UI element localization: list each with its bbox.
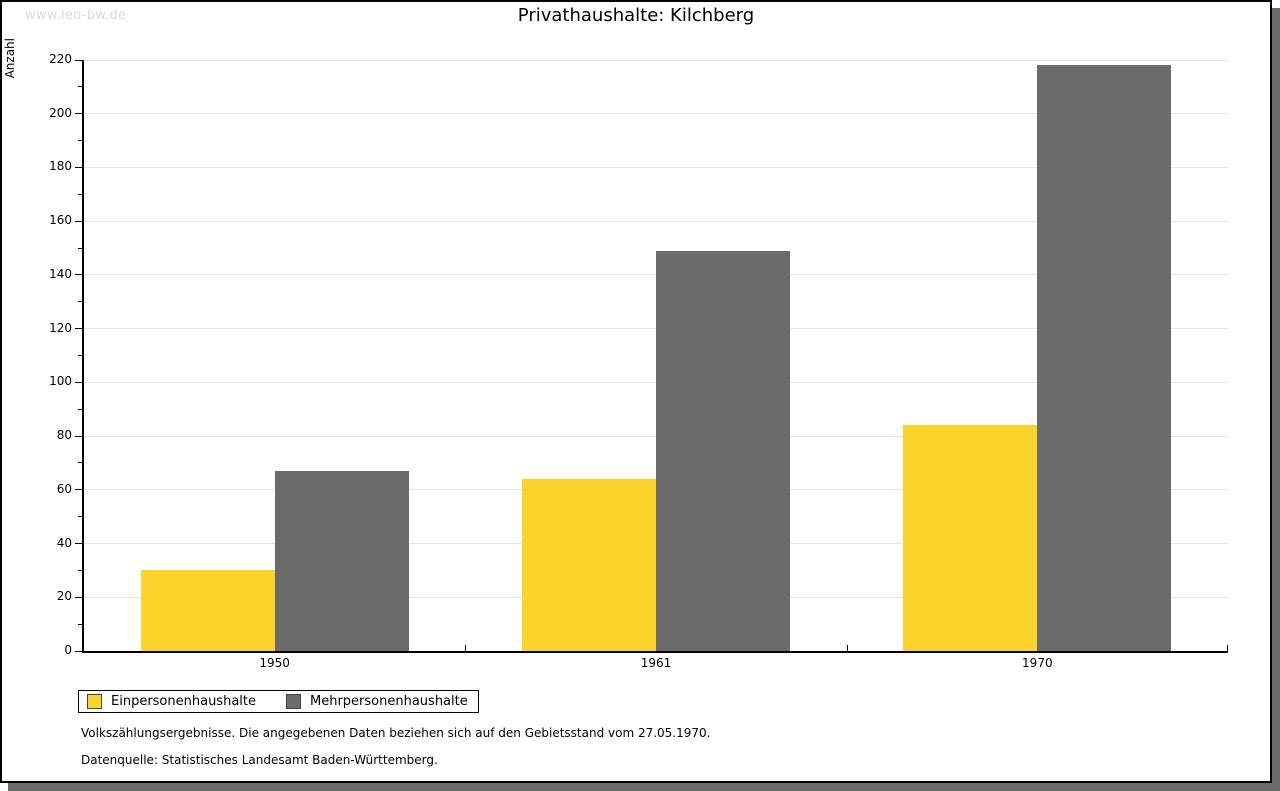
x-tick-3 xyxy=(1227,645,1228,651)
y-tick-label-20: 20 xyxy=(56,589,72,604)
y-tick-120 xyxy=(75,328,82,330)
y-tick-label-0: 0 xyxy=(64,643,72,657)
y-minor-tick-30 xyxy=(78,569,82,571)
legend-label: Mehrpersonenhaushalte xyxy=(310,694,468,709)
y-tick-200 xyxy=(75,113,82,115)
y-minor-tick-110 xyxy=(78,355,82,356)
legend-swatch-einpersonenhaushalte xyxy=(87,694,102,709)
legend-item-einpersonenhaushalte: Einpersonenhaushalte xyxy=(87,694,256,709)
y-tick-100 xyxy=(75,381,82,383)
y-tick-20 xyxy=(75,596,82,598)
x-tick-2 xyxy=(846,645,848,651)
y-tick-0 xyxy=(75,650,82,652)
legend: Einpersonenhaushalte Mehrpersonenhaushalt… xyxy=(78,690,479,713)
footnote-datenquelle: Datenquelle: Statistisches Landesamt Bad… xyxy=(81,753,438,767)
y-minor-tick-90 xyxy=(78,408,82,410)
footnote-gebietsstand: Volkszählungsergebnisse. Die angegebenen… xyxy=(81,726,711,740)
y-axis-label: Anzahl xyxy=(3,38,17,79)
legend-label: Einpersonenhaushalte xyxy=(111,694,256,709)
y-tick-label-220: 220 xyxy=(49,52,72,66)
gridline-200 xyxy=(84,113,1228,115)
x-tick-label-1961: 1961 xyxy=(640,656,672,670)
gridline-160 xyxy=(84,220,1228,222)
chart-title: Privathaushalte: Kilchberg xyxy=(517,5,755,26)
watermark: www.leo-bw.de xyxy=(25,8,127,23)
y-tick-label-40: 40 xyxy=(56,535,72,550)
y-tick-label-80: 80 xyxy=(56,428,72,443)
bar-1970-einpersonenhaushalte xyxy=(903,425,1038,651)
y-minor-tick-150 xyxy=(78,247,82,249)
legend-item-mehrpersonenhaushalte: Mehrpersonenhaushalte xyxy=(286,694,468,709)
x-tick-1 xyxy=(465,645,467,651)
bar-1970-mehrpersonenhaushalte xyxy=(1037,65,1172,651)
y-minor-tick-190 xyxy=(78,140,82,142)
y-axis-line xyxy=(82,60,84,653)
y-minor-tick-70 xyxy=(78,462,82,464)
legend-swatch-mehrpersonenhaushalte xyxy=(286,694,301,709)
x-tick-label-1950: 1950 xyxy=(259,656,290,670)
y-tick-label-100: 100 xyxy=(49,374,72,389)
y-minor-tick-130 xyxy=(78,301,82,303)
y-tick-140 xyxy=(75,274,82,276)
gridline-180 xyxy=(84,166,1228,168)
bar-1950-einpersonenhaushalte xyxy=(140,570,275,651)
y-tick-220 xyxy=(75,59,82,61)
y-tick-label-160: 160 xyxy=(49,213,72,228)
gridline-220 xyxy=(84,59,1228,61)
x-tick-label-1970: 1970 xyxy=(1022,656,1053,670)
bar-1961-mehrpersonenhaushalte xyxy=(656,250,790,651)
y-minor-tick-210 xyxy=(78,86,82,88)
y-tick-40 xyxy=(75,543,82,545)
y-tick-160 xyxy=(75,220,82,222)
y-tick-label-180: 180 xyxy=(49,159,72,174)
footer: Volkszählungsergebnisse. Die angegebenen… xyxy=(81,726,710,780)
y-tick-label-140: 140 xyxy=(49,266,72,281)
y-tick-60 xyxy=(75,489,82,491)
y-tick-180 xyxy=(75,166,82,168)
y-tick-80 xyxy=(75,435,82,437)
bar-1961-einpersonenhaushalte xyxy=(522,479,656,651)
x-axis-line xyxy=(82,651,1228,653)
y-tick-label-120: 120 xyxy=(49,320,72,335)
y-minor-tick-50 xyxy=(78,516,82,518)
y-tick-label-60: 60 xyxy=(56,481,72,496)
y-minor-tick-10 xyxy=(78,623,82,625)
y-tick-label-200: 200 xyxy=(49,105,72,120)
plot-area: 0 20 40 60 80 100 120 140 160 180 200 220 1950 1961 19… xyxy=(49,52,1228,670)
y-minor-tick-170 xyxy=(78,193,82,195)
bar-1950-mehrpersonenhaushalte xyxy=(274,471,409,651)
